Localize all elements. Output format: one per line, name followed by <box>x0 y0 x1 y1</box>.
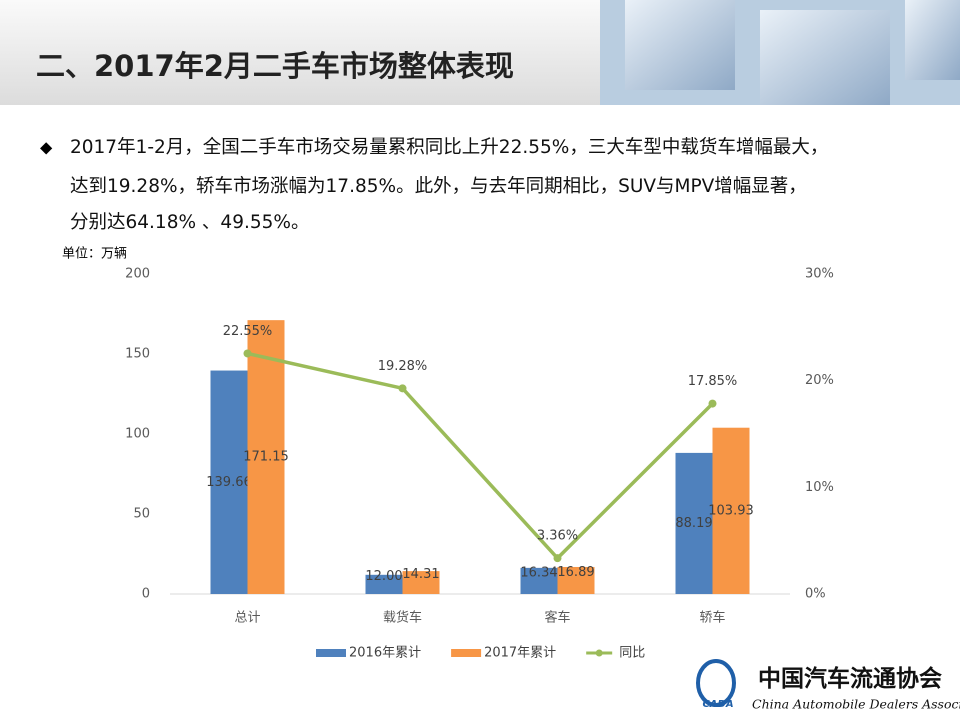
y-tick-label: 0 <box>142 587 150 602</box>
legend-label: 2017年累计 <box>484 646 556 661</box>
x-tick-label: 轿车 <box>699 610 725 626</box>
y-tick-label: 150 <box>125 347 150 362</box>
line-point <box>243 349 252 358</box>
data-label: 17.85% <box>688 374 738 389</box>
logo-english: China Automobile Dealers Association <box>752 697 960 712</box>
data-label: 103.93 <box>708 503 754 518</box>
x-tick-label: 总计 <box>234 611 260 626</box>
header-title: 二、2017年2月二手车市场整体表现 <box>36 49 514 83</box>
data-label: 19.28% <box>378 359 428 374</box>
line-point <box>553 554 562 563</box>
bar <box>675 452 713 594</box>
bar <box>210 370 248 594</box>
line-point <box>708 399 717 408</box>
line <box>247 351 714 561</box>
data-label: 14.31 <box>402 567 439 582</box>
bar <box>247 320 285 594</box>
data-label: 12.00 <box>365 569 402 584</box>
data-label: 3.36% <box>537 529 578 544</box>
bullet-line: 达到19.28%，轿车市场涨幅为17.85%。此外，与去年同期相比，SUV与MP… <box>70 176 807 197</box>
data-label: 88.19 <box>675 516 712 531</box>
logo-ring <box>696 659 736 707</box>
logo: CADA 中国汽车流通协会 China Automobile Dealers A… <box>696 659 960 712</box>
bar <box>520 567 558 594</box>
logo-name: 中国汽车流通协会 <box>758 665 942 692</box>
logo-abbr: CADA <box>702 699 733 710</box>
data-label: 22.55% <box>223 324 273 339</box>
bullet-line: 分别达64.18% 、49.55%。 <box>70 212 309 233</box>
x-tick-label: 客车 <box>544 610 570 626</box>
bar <box>365 574 403 594</box>
bullet-icon: ◆ <box>40 138 53 157</box>
legend-swatch-point <box>595 649 603 657</box>
y-tick-label: 50 <box>133 507 150 522</box>
bullet-line: 2017年1-2月，全国二手车市场交易量累积同比上升22.55%，三大车型中载货… <box>70 137 828 158</box>
y2-tick-label: 30% <box>805 267 834 282</box>
bar <box>712 427 750 594</box>
data-label: 171.15 <box>243 450 289 465</box>
data-label: 139.66 <box>206 475 252 490</box>
legend-label: 同比 <box>619 646 645 661</box>
header-decoration <box>600 0 960 105</box>
legend-swatch <box>316 649 346 657</box>
legend-label: 2016年累计 <box>349 646 421 661</box>
y-tick-label: 100 <box>125 427 150 442</box>
y-tick-label: 200 <box>125 267 150 282</box>
data-label: 16.34 <box>520 565 557 580</box>
legend-swatch <box>451 649 482 657</box>
bar <box>557 566 595 594</box>
data-label: 16.89 <box>557 565 594 580</box>
line-point <box>398 384 407 393</box>
y2-tick-label: 0% <box>805 587 826 602</box>
y2-tick-label: 20% <box>805 373 834 388</box>
unit-label: 单位：万辆 <box>62 247 127 262</box>
x-tick-label: 载货车 <box>383 610 422 626</box>
bar <box>402 571 440 594</box>
y2-tick-label: 10% <box>805 480 834 495</box>
